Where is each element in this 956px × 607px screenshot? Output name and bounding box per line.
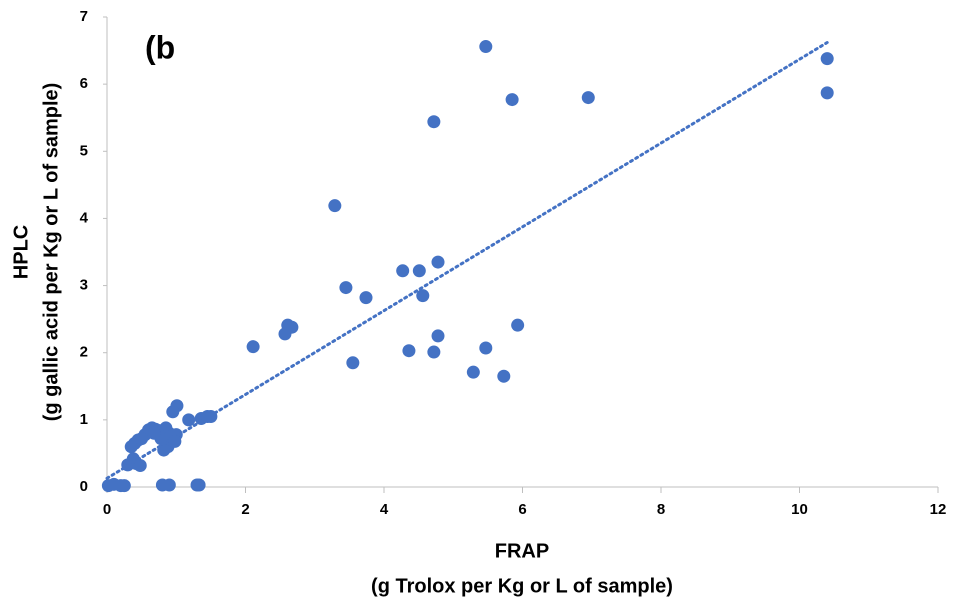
x-tick-label: 6 — [518, 501, 526, 518]
x-tick-label: 4 — [380, 501, 389, 518]
point — [402, 344, 416, 358]
y-axis-label: HPLC — [10, 225, 32, 279]
y-tick-label: 6 — [80, 75, 88, 92]
point — [497, 369, 511, 383]
x-axis-label: (g Trolox per Kg or L of sample) — [371, 575, 673, 597]
point — [147, 426, 161, 440]
y-tick-label: 1 — [80, 411, 88, 428]
point — [431, 255, 445, 269]
point — [124, 440, 138, 454]
x-tick-label: 2 — [241, 501, 249, 518]
point — [359, 291, 373, 305]
point — [192, 478, 206, 492]
y-tick-label: 5 — [80, 142, 88, 159]
point — [162, 478, 176, 492]
point — [505, 93, 519, 107]
x-tick-label: 8 — [657, 501, 665, 518]
point — [328, 199, 342, 213]
point — [133, 459, 147, 473]
point — [135, 432, 149, 446]
x-tick-label: 12 — [930, 501, 947, 518]
point — [416, 289, 430, 303]
y-tick-label: 4 — [80, 209, 89, 226]
point — [278, 327, 292, 341]
point — [182, 413, 196, 427]
point — [511, 318, 525, 332]
point — [427, 115, 441, 129]
point — [427, 345, 441, 359]
trendline — [105, 41, 829, 480]
x-axis-label: FRAP — [495, 540, 549, 562]
point — [820, 52, 834, 66]
y-tick-label: 7 — [80, 8, 88, 25]
point — [479, 40, 493, 54]
y-tick-label: 3 — [80, 277, 88, 294]
x-tick-label: 0 — [103, 501, 111, 518]
panel-label: (b — [145, 29, 175, 65]
x-tick-label: 10 — [791, 501, 808, 518]
point — [581, 91, 595, 105]
point — [117, 479, 131, 493]
y-tick-label: 0 — [80, 478, 88, 495]
point — [166, 405, 180, 419]
point — [431, 329, 445, 343]
point — [479, 341, 493, 355]
point — [396, 264, 410, 278]
point — [339, 281, 353, 295]
y-tick-label: 2 — [80, 344, 88, 361]
point — [820, 86, 834, 100]
y-axis-label: (g gallic acid per Kg or L of sample) — [40, 83, 62, 422]
point — [346, 356, 360, 370]
point — [168, 434, 182, 448]
point — [466, 365, 480, 379]
point — [246, 340, 260, 354]
point — [412, 264, 426, 278]
